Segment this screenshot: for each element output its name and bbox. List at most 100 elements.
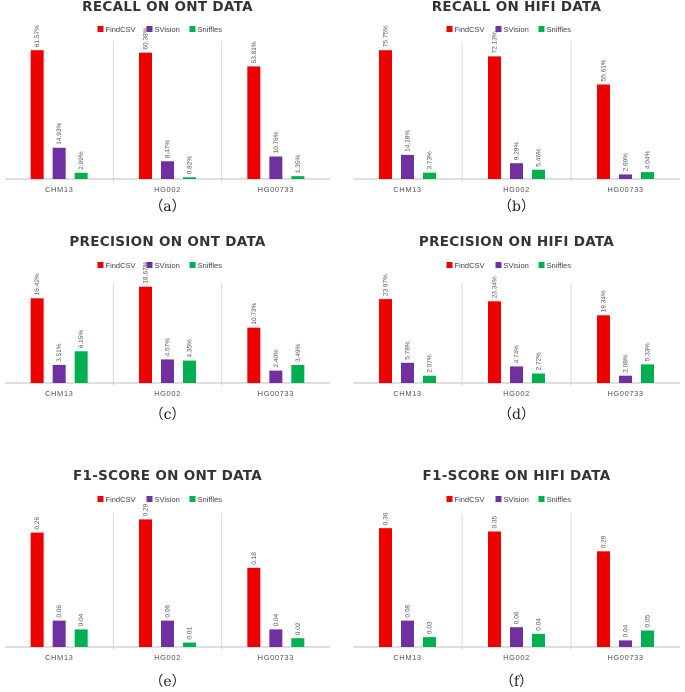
- bar-svision-chm13: [401, 620, 414, 647]
- data-label-findcsv-hg002: 0.29: [143, 503, 150, 516]
- chart-panel-5: F1-SCORE ON ONT DATA FindCSV SVision Sniffl…: [5, 468, 330, 690]
- bar-findcsv-hg002: [139, 286, 152, 383]
- chart-title: PRECISION ON HIFI DATA: [419, 234, 614, 250]
- legend-swatch-svision: [146, 26, 153, 32]
- data-label-svision-hg00733: 2.08%: [623, 354, 630, 373]
- bar-svision-hg00733: [619, 174, 632, 179]
- data-label-sniffles-chm13: 2.99%: [78, 151, 85, 170]
- chart-panel-4: PRECISION ON HIFI DATA FindCSV SVision Snif…: [353, 234, 680, 423]
- legend-swatch-sniffles: [189, 26, 196, 32]
- data-label-svision-chm13: 14.93%: [56, 122, 63, 144]
- bar-svision-chm13: [401, 362, 414, 383]
- data-label-findcsv-hg00733: 0.18: [251, 552, 258, 565]
- x-tick-label-chm13: CHM13: [45, 653, 73, 662]
- data-label-svision-hg00733: 0.04: [623, 624, 630, 637]
- bar-sniffles-hg002: [532, 633, 545, 647]
- data-label-svision-hg002: 0.06: [165, 605, 172, 618]
- data-label-sniffles-chm13: 3.73%: [427, 151, 434, 170]
- legend-label-findcsv: FindCSV: [106, 495, 136, 504]
- data-label-findcsv-chm13: 0.36: [383, 512, 390, 525]
- data-label-svision-hg00733: 10.76%: [273, 131, 280, 153]
- bar-findcsv-hg00733: [247, 327, 261, 383]
- data-label-sniffles-hg002: 0.04: [536, 618, 543, 631]
- bar-svision-hg00733: [269, 370, 283, 383]
- bar-svision-hg002: [161, 161, 174, 179]
- bar-sniffles-hg002: [183, 360, 196, 383]
- data-label-sniffles-chm13: 0.04: [78, 613, 85, 626]
- bar-svision-hg002: [510, 163, 523, 179]
- legend-swatch-svision: [146, 496, 153, 502]
- data-label-sniffles-hg002: 5.46%: [536, 148, 543, 167]
- legend-swatch-findcsv: [446, 262, 453, 268]
- bar-sniffles-hg002: [183, 642, 196, 647]
- legend-label-sniffles: Sniffles: [198, 25, 223, 34]
- panel-caption: （d）: [498, 407, 535, 423]
- data-label-findcsv-chm13: 16.42%: [34, 273, 41, 295]
- bar-findcsv-chm13: [379, 299, 392, 383]
- legend-swatch-svision: [495, 262, 502, 268]
- data-label-findcsv-chm13: 0.26: [34, 517, 41, 530]
- legend-label-svision: SVision: [155, 495, 180, 504]
- bar-sniffles-hg00733: [291, 365, 305, 383]
- bar-sniffles-chm13: [74, 629, 88, 647]
- bar-findcsv-chm13: [30, 532, 44, 647]
- bar-findcsv-hg002: [488, 301, 501, 383]
- bar-findcsv-chm13: [30, 50, 44, 180]
- x-tick-label-hg00733: HG00733: [607, 185, 643, 194]
- legend-swatch-findcsv: [97, 262, 104, 268]
- data-label-svision-chm13: 0.06: [56, 605, 63, 618]
- data-label-sniffles-hg00733: 1.35%: [295, 155, 302, 174]
- data-label-sniffles-hg002: 0.82%: [187, 156, 194, 175]
- bar-sniffles-chm13: [74, 172, 88, 179]
- bar-findcsv-hg002: [488, 56, 501, 179]
- data-label-findcsv-hg002: 0.35: [492, 515, 499, 528]
- data-label-svision-hg00733: 2.69%: [623, 153, 630, 172]
- data-label-findcsv-chm13: 23.97%: [383, 274, 390, 296]
- bar-svision-hg002: [510, 366, 523, 383]
- chart-panel-1: RECALL ON ONT DATA FindCSV SVision Sniffles…: [5, 0, 330, 215]
- data-label-sniffles-hg002: 4.35%: [187, 339, 194, 358]
- x-tick-label-hg002: HG002: [154, 389, 181, 398]
- bar-sniffles-hg00733: [291, 638, 305, 647]
- x-tick-label-chm13: CHM13: [393, 185, 421, 194]
- legend-swatch-findcsv: [446, 26, 453, 32]
- bar-svision-hg00733: [619, 375, 632, 383]
- data-label-findcsv-hg00733: 10.73%: [251, 302, 258, 324]
- legend-swatch-svision: [495, 496, 502, 502]
- bar-findcsv-hg00733: [247, 567, 261, 647]
- chart-title: PRECISION ON ONT DATA: [69, 234, 266, 250]
- panel-caption: （b）: [498, 199, 535, 215]
- bar-findcsv-hg00733: [597, 84, 610, 179]
- legend-label-svision: SVision: [504, 25, 529, 34]
- data-label-sniffles-hg00733: 3.49%: [295, 343, 302, 362]
- chart-panel-6: F1-SCORE ON HIFI DATA FindCSV SVision Sniff…: [353, 468, 680, 690]
- panel-caption: （e）: [149, 674, 185, 690]
- legend-swatch-svision: [495, 26, 502, 32]
- legend-label-sniffles: Sniffles: [547, 495, 572, 504]
- data-label-svision-chm13: 14.18%: [405, 130, 412, 152]
- data-label-svision-hg002: 4.57%: [165, 338, 172, 357]
- data-label-svision-hg002: 9.29%: [514, 142, 521, 161]
- legend-label-sniffles: Sniffles: [198, 261, 223, 270]
- legend-label-svision: SVision: [155, 261, 180, 270]
- data-label-svision-hg00733: 2.40%: [273, 349, 280, 368]
- legend-swatch-findcsv: [446, 496, 453, 502]
- bar-sniffles-hg00733: [641, 364, 654, 384]
- legend-swatch-sniffles: [538, 26, 545, 32]
- data-label-findcsv-hg00733: 19.34%: [601, 290, 608, 312]
- legend-label-sniffles: Sniffles: [547, 261, 572, 270]
- legend-swatch-sniffles: [538, 496, 545, 502]
- legend-label-findcsv: FindCSV: [106, 261, 136, 270]
- data-label-svision-hg00733: 0.04: [273, 613, 280, 626]
- panel-caption: （f）: [500, 674, 533, 690]
- data-label-sniffles-hg002: 0.01: [187, 627, 194, 640]
- bar-findcsv-hg00733: [597, 551, 610, 647]
- legend-label-sniffles: Sniffles: [198, 495, 223, 504]
- data-label-findcsv-hg00733: 0.29: [601, 535, 608, 548]
- data-label-sniffles-chm13: 0.03: [427, 621, 434, 634]
- x-tick-label-chm13: CHM13: [393, 389, 421, 398]
- legend-label-findcsv: FindCSV: [106, 25, 136, 34]
- data-label-sniffles-hg002: 2.72%: [536, 352, 543, 371]
- data-label-sniffles-hg00733: 0.02: [295, 622, 302, 635]
